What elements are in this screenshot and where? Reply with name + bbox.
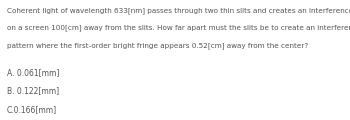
Text: B. 0.122[mm]: B. 0.122[mm]: [7, 86, 59, 95]
Text: on a screen 100[cm] away from the slits. How far apart must the slits be to crea: on a screen 100[cm] away from the slits.…: [7, 25, 350, 31]
Text: A. 0.061[mm]: A. 0.061[mm]: [7, 68, 60, 77]
Text: pattern where the first-order bright fringe appears 0.52[cm] away from the cente: pattern where the first-order bright fri…: [7, 42, 308, 49]
Text: Coherent light of wavelength 633[nm] passes through two thin slits and creates a: Coherent light of wavelength 633[nm] pas…: [7, 7, 350, 14]
Text: C.0.166[mm]: C.0.166[mm]: [7, 105, 57, 114]
